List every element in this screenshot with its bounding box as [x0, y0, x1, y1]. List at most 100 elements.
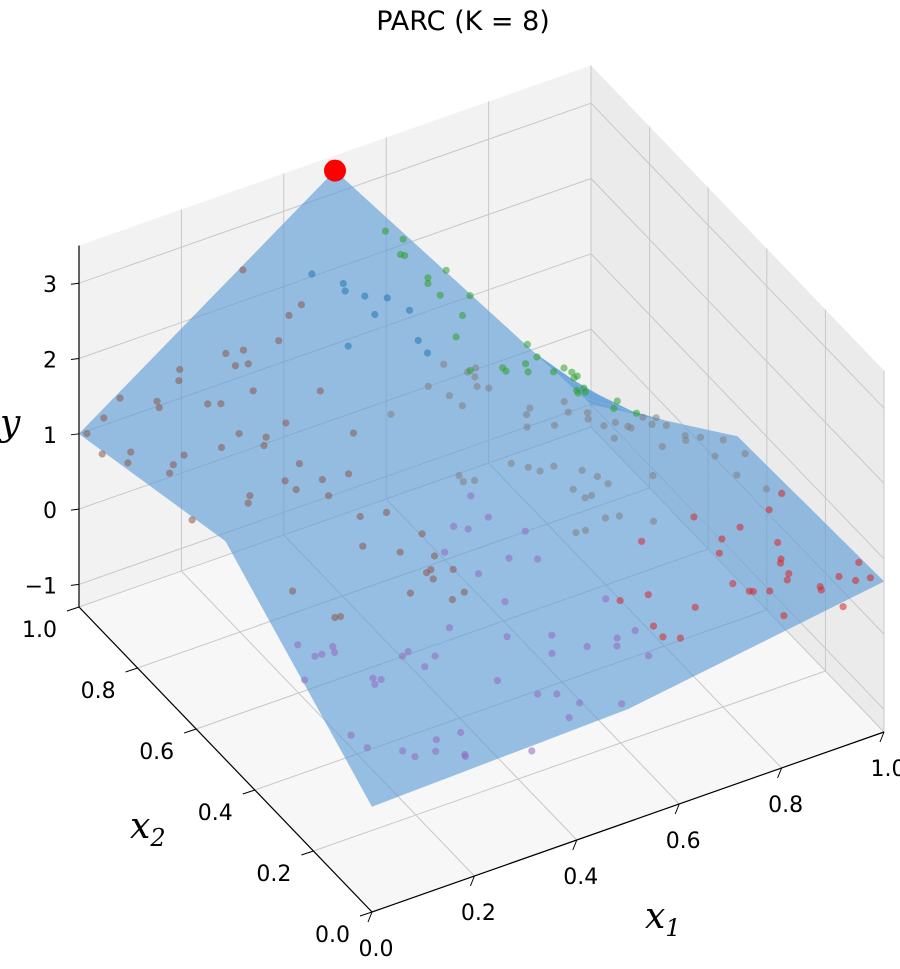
data-point: [866, 574, 875, 582]
data-point: [533, 353, 541, 361]
data-point: [399, 747, 407, 755]
data-point: [676, 634, 685, 642]
data-point: [645, 652, 653, 660]
y-tick-mark: [70, 583, 80, 586]
data-point: [295, 460, 303, 468]
data-point: [583, 643, 591, 651]
data-point: [455, 472, 463, 480]
data-point: [534, 555, 542, 563]
x2-axis-line: [78, 606, 373, 913]
data-point: [204, 400, 212, 408]
data-point: [176, 365, 184, 374]
data-point: [613, 397, 621, 405]
x1-tick-mark: [572, 839, 578, 851]
data-point: [573, 386, 581, 394]
data-point: [308, 270, 316, 278]
x2-tick-label: 0.8: [81, 679, 116, 704]
y-tick-mark: [70, 433, 80, 436]
data-point: [347, 731, 355, 739]
data-point: [461, 752, 469, 761]
data-point: [467, 492, 475, 500]
data-point: [316, 387, 324, 395]
y-tick-mark: [70, 282, 80, 285]
data-point: [153, 397, 161, 405]
data-point: [658, 443, 667, 451]
data-point: [345, 470, 353, 478]
data-point: [466, 292, 474, 300]
data-point: [349, 429, 358, 437]
data-point: [573, 372, 581, 380]
data-point: [98, 450, 106, 458]
data-point: [659, 633, 667, 641]
data-point: [729, 580, 737, 588]
data-point: [711, 452, 719, 460]
data-point: [381, 227, 390, 235]
data-point: [613, 634, 621, 642]
x2-tick-mark: [359, 911, 373, 917]
x1-tick-mark: [469, 875, 475, 887]
data-point: [458, 402, 466, 410]
y-axis-label: y: [0, 403, 21, 444]
data-point: [839, 603, 847, 611]
data-point: [600, 422, 608, 430]
data-point: [377, 675, 385, 684]
data-point: [424, 279, 432, 288]
data-point: [741, 450, 749, 458]
data-point: [749, 587, 757, 596]
data-point: [785, 570, 793, 578]
data-point: [459, 478, 467, 486]
data-point: [602, 595, 610, 603]
data-point: [424, 274, 432, 282]
data-point: [632, 409, 641, 417]
data-point: [601, 514, 610, 522]
data-point: [260, 441, 268, 450]
data-point: [383, 294, 391, 302]
data-point: [576, 699, 584, 707]
data-point: [464, 525, 472, 533]
data-point: [581, 388, 590, 396]
data-point: [411, 753, 419, 761]
data-point: [127, 448, 135, 456]
data-point: [262, 433, 270, 441]
x1-tick-label: 0.6: [666, 829, 701, 854]
data-point: [524, 463, 532, 471]
data-point: [652, 414, 660, 422]
data-point: [503, 633, 511, 641]
data-point: [691, 603, 699, 611]
data-point: [615, 512, 624, 520]
data-point: [222, 349, 230, 357]
data-point: [631, 627, 639, 635]
data-point: [648, 420, 656, 428]
y-tick-label: −1: [25, 574, 57, 599]
data-point: [431, 652, 439, 660]
data-point: [318, 476, 326, 484]
data-point: [484, 513, 492, 521]
data-point: [553, 690, 561, 698]
x1-tick-label: 0.0: [359, 937, 394, 962]
x1-tick-label: 0.8: [768, 793, 803, 818]
y-tick-label: 2: [43, 349, 57, 374]
data-point: [505, 554, 513, 562]
data-point: [733, 471, 741, 479]
data-point: [294, 641, 302, 649]
data-point: [421, 663, 429, 671]
data-point: [766, 587, 774, 595]
data-point: [285, 311, 293, 319]
data-point: [445, 392, 453, 400]
data-point: [774, 538, 782, 547]
data-point: [662, 421, 670, 429]
x2-tick-mark: [125, 667, 138, 673]
x2-tick-mark: [184, 728, 197, 734]
data-point: [565, 714, 573, 722]
x2-tick-label: 0.4: [198, 801, 233, 826]
data-point: [474, 570, 483, 578]
data-point: [452, 333, 460, 341]
data-point: [301, 676, 309, 684]
data-point: [449, 565, 457, 574]
data-point: [578, 466, 586, 474]
data-point: [371, 680, 379, 688]
data-point: [249, 387, 257, 395]
data-point: [560, 364, 568, 372]
data-point: [644, 591, 652, 599]
data-point: [341, 287, 349, 295]
